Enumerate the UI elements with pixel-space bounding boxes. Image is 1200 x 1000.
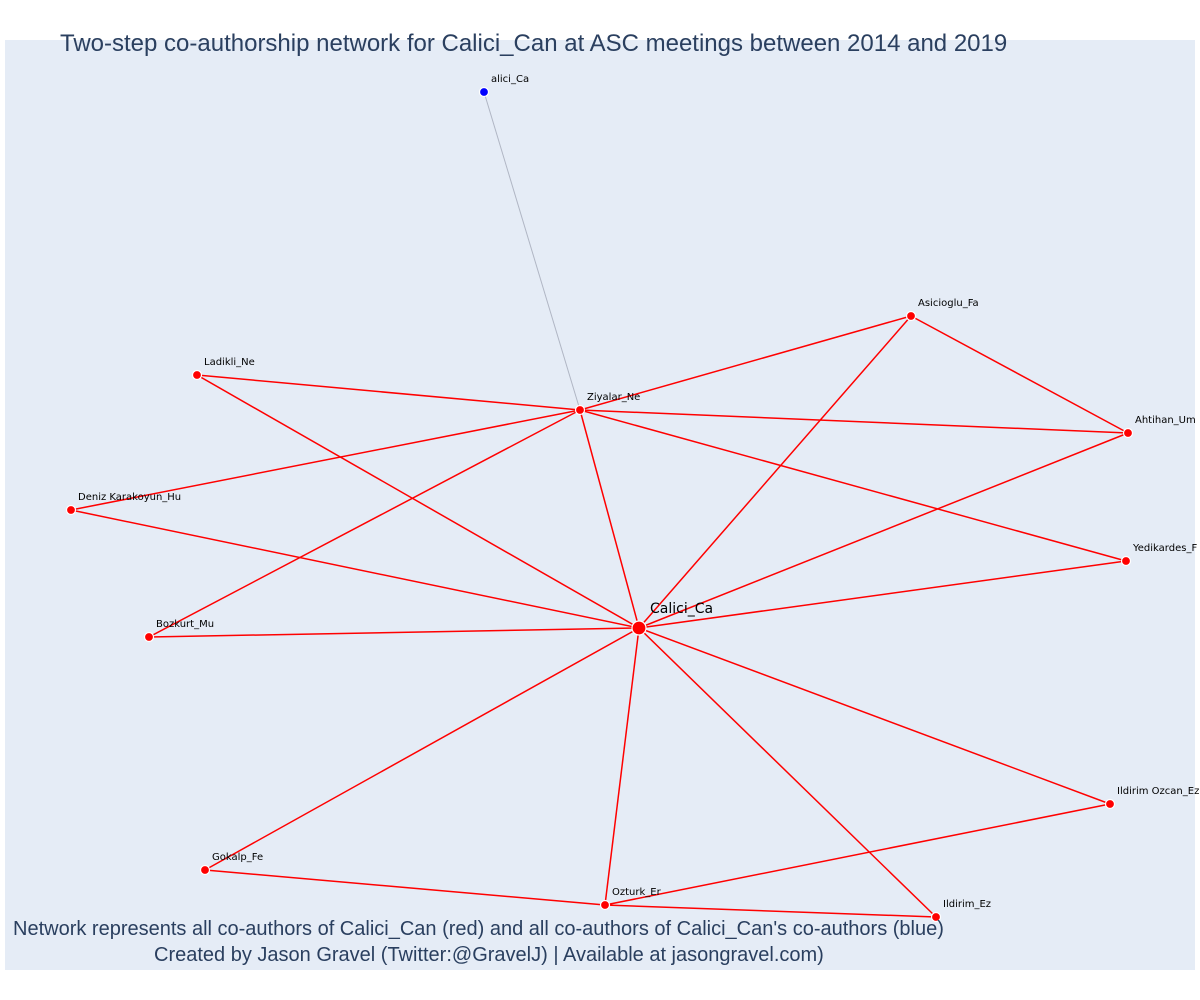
edge-ziyalar-ne-deniz-karakoyun-hu [70, 409, 581, 511]
node-yedikardes-f[interactable] [1120, 555, 1132, 567]
edge-calici-ca-ahtihan-um [638, 432, 1129, 629]
node-label-ozturk-er: Ozturk_Er [612, 887, 662, 898]
node-alici-ca[interactable] [478, 86, 490, 98]
node-label-bozkurt-mu: Bozkurt_Mu [156, 619, 214, 630]
edge-calici-ca-ladikli-ne [196, 374, 640, 629]
node-label-ziyalar-ne: Ziyalar_Ne [587, 392, 640, 403]
node-ildirim-ez[interactable] [930, 911, 942, 923]
node-label-ahtihan-um: Ahtihan_Um [1135, 415, 1196, 426]
edge-ziyalar-ne-yedikardes-f [579, 409, 1127, 562]
edge-asicioglu-fa-ahtihan-um [910, 315, 1129, 434]
edge-ziyalar-ne-asicioglu-fa [579, 315, 912, 411]
caption-credit: Created by Jason Gravel (Twitter:@Gravel… [154, 944, 824, 966]
node-calici-ca[interactable] [631, 620, 647, 636]
edge-calici-ca-ozturk-er [604, 627, 640, 906]
node-ziyalar-ne[interactable] [574, 404, 586, 416]
edge-calici-ca-bozkurt-mu [148, 627, 640, 638]
node-label-alici-ca: alici_Ca [491, 74, 529, 85]
edge-calici-ca-ziyalar-ne [579, 409, 640, 629]
node-label-deniz-karakoyun-hu: Deniz Karakoyun_Hu [78, 492, 181, 503]
edge-calici-ca-yedikardes-f [638, 560, 1127, 629]
node-label-asicioglu-fa: Asicioglu_Fa [918, 298, 979, 309]
node-deniz-karakoyun-hu[interactable] [65, 504, 77, 516]
edge-gokalp-fe-ozturk-er [204, 869, 606, 906]
edge-calici-ca-ildirim-ozcan-ez [638, 627, 1111, 805]
node-bozkurt-mu[interactable] [143, 631, 155, 643]
node-ladikli-ne[interactable] [191, 369, 203, 381]
edge-ziyalar-ne-alici-ca [483, 91, 581, 411]
nodes-layer [65, 86, 1134, 923]
edge-ziyalar-ne-ahtihan-um [579, 409, 1129, 434]
labels-layer: Calici_Ca Ziyalar_Ne Asicioglu_Fa Ahtihan_U… [78, 74, 1199, 910]
edge-ziyalar-ne-ladikli-ne [196, 374, 581, 411]
node-label-ladikli-ne: Ladikli_Ne [204, 357, 255, 368]
node-label-calici-ca: Calici_Ca [650, 601, 713, 617]
node-asicioglu-fa[interactable] [905, 310, 917, 322]
edge-ziyalar-ne-bozkurt-mu [148, 409, 581, 638]
node-label-ildirim-ozcan-ez: Ildirim Ozcan_Ez [1117, 786, 1199, 797]
edge-calici-ca-gokalp-fe [204, 627, 640, 871]
node-label-gokalp-fe: Gokalp_Fe [212, 852, 263, 863]
node-label-yedikardes-f: Yedikardes_F [1132, 543, 1197, 554]
node-ozturk-er[interactable] [599, 899, 611, 911]
plot-area [5, 40, 1195, 970]
node-gokalp-fe[interactable] [199, 864, 211, 876]
edge-ozturk-er-ildirim-ozcan-ez [604, 803, 1111, 906]
edge-calici-ca-ildirim-ez [638, 627, 937, 918]
caption-legend: Network represents all co-authors of Cal… [13, 918, 944, 940]
node-ildirim-ozcan-ez[interactable] [1104, 798, 1116, 810]
node-label-ildirim-ez: Ildirim_Ez [943, 899, 991, 910]
chart-title: Two-step co-authorship network for Calic… [60, 30, 1008, 57]
edge-ozturk-er-ildirim-ez [604, 904, 937, 918]
edge-calici-ca-asicioglu-fa [638, 315, 912, 629]
node-ahtihan-um[interactable] [1122, 427, 1134, 439]
edges-layer [70, 91, 1129, 918]
edge-calici-ca-deniz-karakoyun-hu [70, 509, 640, 629]
